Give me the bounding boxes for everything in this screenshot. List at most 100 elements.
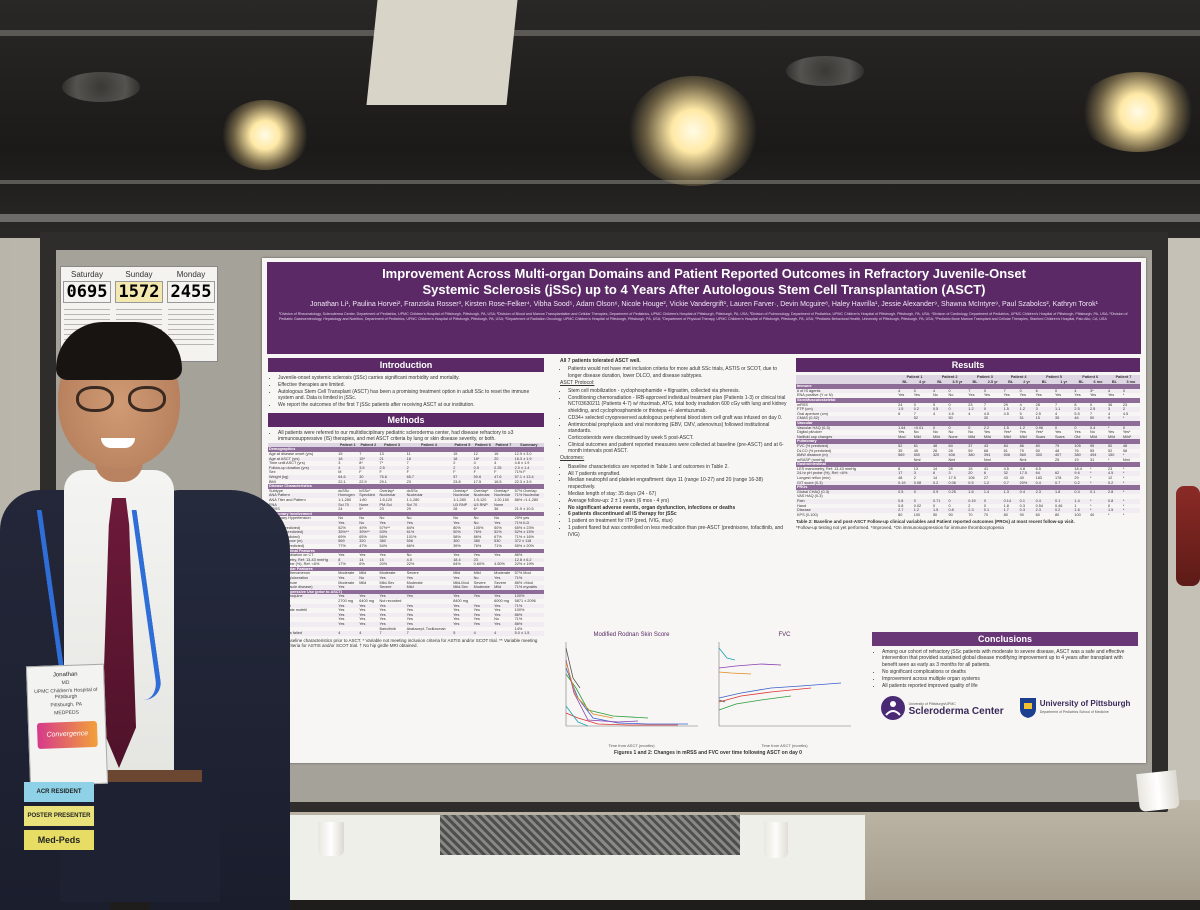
table-cell: ENA <box>268 502 338 508</box>
table-cell: 50% <box>494 525 502 530</box>
table-cell: 394 <box>982 453 1003 458</box>
table-cell: 4 <box>493 631 514 636</box>
table-cell: Yes <box>1003 393 1010 398</box>
table-cell: 28 <box>932 448 938 453</box>
table-cell: Nml <box>1019 457 1027 462</box>
table-cell: Weight (kg) <box>268 475 338 480</box>
table-cell: Yes <box>452 612 473 618</box>
table-cell: 0.9 <box>931 489 948 495</box>
table-cell: 5 <box>932 402 936 407</box>
table-cell: 0.2 <box>912 407 932 412</box>
table-cell: None <box>947 434 968 440</box>
table-cell: 4.8 ± 1.9 <box>514 461 530 466</box>
table-cell: 0.19 <box>897 480 913 486</box>
conclusion-item: Improvement across multiple organ system… <box>882 676 1138 682</box>
table-cell: 300 <box>452 539 473 544</box>
table-cell: 380 <box>1073 453 1089 458</box>
table-cell: 19 <box>1074 457 1079 462</box>
table-cell: 0.2 <box>1054 508 1074 513</box>
table-cell: 2.5 <box>1088 407 1107 412</box>
table-cell: Yes <box>983 393 991 398</box>
table-row: Age at disease onset (yrs) 15 7 13 11 15 12 16 1… <box>268 452 544 457</box>
table-cell: None <box>358 502 379 508</box>
table-cell: 0 <box>948 402 951 407</box>
table-cell: 61% <box>405 530 453 535</box>
table-cell: 61 <box>912 443 932 449</box>
table-cell: 106 <box>968 476 975 481</box>
table-cell: 76% <box>473 543 482 548</box>
table-cell: No <box>948 393 954 398</box>
table-cell: 24-hr pH probe (%), Ref: <6% <box>796 471 898 477</box>
list-item: Median neutrophil and platelet engraftme… <box>568 477 790 490</box>
table-cell: 50 <box>1088 416 1107 421</box>
table-cell: No <box>406 553 412 558</box>
table-cell: 6.5 <box>1035 466 1041 471</box>
table-row: Demographics <box>268 447 544 453</box>
table-cell: Mild <box>359 571 367 576</box>
outcomes-table: Patient 1 Patient 2 Patient 3 Patient 4 Pati… <box>796 375 1140 517</box>
table-cell: 7 <box>913 411 916 416</box>
table-cell: 20 <box>493 456 514 462</box>
table-row: Sex M F F F F F F 71% F <box>268 470 544 475</box>
counter-value: 0695 <box>63 281 111 303</box>
table-cell: Mild <box>912 434 932 440</box>
table-cell: 4 <box>1073 388 1089 394</box>
table-cell: Nml <box>948 457 956 462</box>
table-cell: KPS (0-100) <box>797 512 818 517</box>
table-cell: 4 <box>494 461 497 466</box>
table-cell: Nml <box>913 457 921 462</box>
table-cell: 37 <box>967 443 983 449</box>
table-cell: 7 <box>967 388 983 394</box>
table-cell: 0.4 <box>1088 425 1107 431</box>
table-cell: 0 <box>982 499 1003 504</box>
table-cell: 79 <box>1054 443 1074 449</box>
intro-item: Autologous Stem Cell Transplant (ASCT) h… <box>278 389 544 402</box>
table-cell: 7 <box>378 631 406 636</box>
table-cell: Yes* <box>1035 430 1044 435</box>
table-cell: 0.3 <box>1018 508 1035 513</box>
table-cell: * <box>1121 453 1140 458</box>
table-row: ANA Titer and Pattern 1:1,280 1:80 1:5,120 1… <box>268 498 544 503</box>
table-cell: 57 <box>452 475 473 480</box>
table-row: Hand 0.8 0.02 0 0 2 0 1.8 0.3 0.54 0.46 1 * 0 * <box>796 504 1140 509</box>
table-cell: 29 <box>406 507 411 512</box>
table-row: LES manometry, Ref: 13-43 mmHg 8 14 15 4.5 18… <box>268 557 544 563</box>
table-cell: Yes <box>378 576 406 581</box>
table-cell: 59 <box>968 448 973 453</box>
poster-authors: Jonathan Li¹, Paulina Horvei², Franziska… <box>310 301 1098 308</box>
table-cell: Mild <box>982 434 1003 440</box>
table-row: # of IS agents 4 0 4 0 7 0 7 0 6 0 4 3* 4 0 <box>796 388 1140 394</box>
table-cell: 70 <box>968 512 973 517</box>
table-cell: No <box>453 516 459 521</box>
table-cell: Yes <box>338 617 345 622</box>
table-cell: 1.6 <box>1073 508 1089 513</box>
table-cell: Nml <box>983 457 991 462</box>
table-cell: 84 <box>1002 443 1019 449</box>
table-cell: 23 <box>1108 466 1113 471</box>
table-cell: Moderate <box>406 580 423 585</box>
table-cell: Yes <box>358 612 379 618</box>
table-cell: Subtype <box>269 488 283 493</box>
table-cell: Yes <box>337 585 359 590</box>
table-cell: 1.2 <box>982 480 1003 486</box>
table-cell: 372 ± 118 <box>513 539 544 544</box>
university-shield-icon <box>1019 697 1036 718</box>
table-cell: None <box>493 502 514 508</box>
logo-caption: Department of Pediatrics School of Medic… <box>1039 709 1109 714</box>
table-cell: Scars <box>1054 434 1074 440</box>
table-cell: 0 <box>947 425 968 431</box>
table-subheader-cell: 4 yr <box>912 379 932 385</box>
table-cell: 6400 mg <box>359 599 375 604</box>
table-cell: 18 <box>405 456 453 462</box>
section-heading: Conclusions <box>872 632 1138 646</box>
list-item: Average follow-up: 2 ± 1 years (6 mos - … <box>568 498 790 504</box>
table-row: FVC (% predicted) 52 61 48 64 37 43 84 86 80 79 105… <box>796 443 1140 449</box>
table-cell: 67% <box>494 534 502 539</box>
table-cell <box>967 416 983 421</box>
table-cell: 61 <box>1003 448 1008 453</box>
table-cell: 100 <box>1074 512 1081 517</box>
table-header-cell <box>796 375 898 380</box>
methods-item: All patients were referred to our multid… <box>278 430 544 443</box>
table-cell: 57% Mod <box>514 571 531 576</box>
table-cell <box>1002 416 1019 421</box>
